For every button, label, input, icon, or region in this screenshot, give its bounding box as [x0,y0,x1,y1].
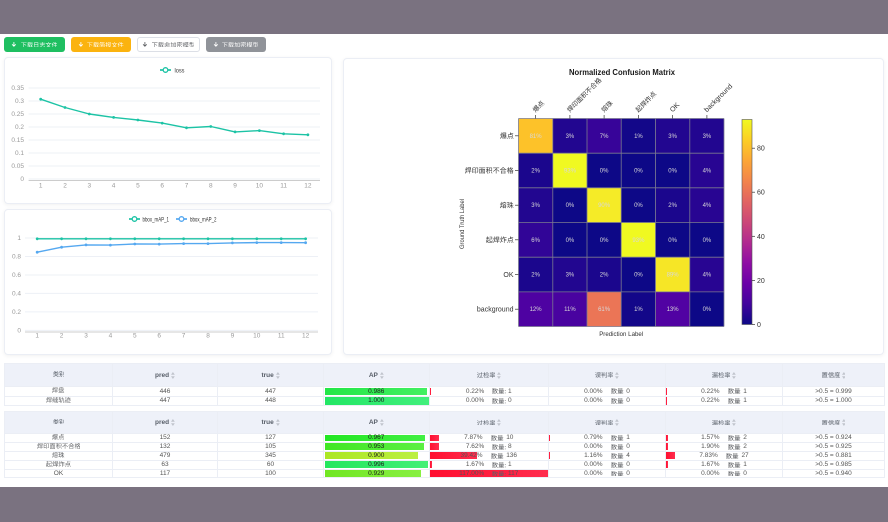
svg-text:1%: 1% [634,134,643,140]
svg-text:2%: 2% [531,273,540,279]
svg-text:8: 8 [209,183,213,190]
svg-text:1: 1 [39,183,43,190]
svg-text:1%: 1% [634,307,643,313]
svg-text:0%: 0% [566,203,575,209]
svg-text:0.6: 0.6 [12,272,21,279]
svg-text:61%: 61% [598,307,611,313]
svg-text:0.8: 0.8 [12,254,21,261]
svg-text:8: 8 [206,333,210,340]
svg-text:0%: 0% [634,169,643,175]
svg-text:1: 1 [17,235,21,242]
svg-text:0.35: 0.35 [11,85,24,92]
svg-text:2: 2 [60,333,64,340]
svg-text:2%: 2% [531,169,540,175]
svg-text:11: 11 [278,333,285,340]
svg-text:0.2: 0.2 [12,309,21,316]
svg-text:2: 2 [63,183,67,190]
svg-text:3: 3 [87,183,91,190]
svg-text:6: 6 [157,333,161,340]
svg-text:12: 12 [302,333,310,340]
svg-text:1: 1 [35,333,39,340]
svg-text:93%: 93% [564,169,577,175]
svg-text:0: 0 [20,176,24,183]
svg-text:4: 4 [109,333,113,340]
svg-text:10: 10 [256,183,264,190]
svg-text:90%: 90% [598,203,611,209]
svg-text:4: 4 [112,183,116,190]
svg-text:3%: 3% [668,134,677,140]
svg-text:OK: OK [669,102,681,114]
svg-text:0%: 0% [703,238,712,244]
svg-text:7: 7 [182,333,186,340]
svg-text:Ground Truth Label: Ground Truth Label [459,199,466,249]
svg-text:4%: 4% [703,273,712,279]
svg-text:0%: 0% [668,238,677,244]
svg-text:0%: 0% [634,203,643,209]
svg-text:0%: 0% [703,307,712,313]
svg-text:Prediction Label: Prediction Label [599,331,644,338]
svg-text:0.3: 0.3 [15,98,24,105]
svg-text:bbox_mAP_1: bbox_mAP_1 [143,217,170,224]
svg-text:3%: 3% [531,203,540,209]
svg-text:5: 5 [133,333,137,340]
svg-text:60: 60 [757,190,765,197]
svg-text:0%: 0% [634,273,643,279]
svg-text:3: 3 [84,333,88,340]
svg-text:0: 0 [17,328,21,335]
svg-text:7%: 7% [600,134,609,140]
svg-text:0: 0 [757,322,761,329]
svg-text:0.2: 0.2 [15,124,24,131]
svg-text:0.15: 0.15 [11,137,24,144]
svg-text:11: 11 [280,183,287,190]
svg-text:loss: loss [175,68,185,74]
svg-text:5: 5 [136,183,140,190]
svg-text:81%: 81% [530,134,543,140]
svg-text:7: 7 [185,183,189,190]
svg-text:0.05: 0.05 [11,163,24,170]
svg-text:0.25: 0.25 [11,111,24,118]
svg-text:40: 40 [757,234,765,241]
svg-text:11%: 11% [564,307,576,313]
svg-text:89%: 89% [667,273,680,279]
svg-text:4%: 4% [703,169,712,175]
svg-text:background: background [477,307,514,314]
svg-text:20: 20 [757,278,765,285]
svg-text:12: 12 [304,183,312,190]
svg-text:3%: 3% [566,273,575,279]
svg-text:0%: 0% [600,169,609,175]
svg-text:10: 10 [253,333,261,340]
svg-text:Normalized Confusion Matrix: Normalized Confusion Matrix [569,68,676,77]
svg-text:background: background [703,83,734,114]
svg-text:2%: 2% [600,273,609,279]
svg-text:0%: 0% [668,169,677,175]
svg-text:6%: 6% [531,238,540,244]
svg-text:OK: OK [503,272,513,279]
svg-text:93%: 93% [632,238,645,244]
svg-text:0%: 0% [600,238,609,244]
svg-text:9: 9 [231,333,235,340]
svg-text:3%: 3% [566,134,575,140]
svg-text:0%: 0% [566,238,575,244]
svg-text:0.1: 0.1 [15,150,24,157]
svg-text:12%: 12% [530,307,543,313]
svg-text:0.4: 0.4 [12,291,21,298]
svg-text:13%: 13% [667,307,680,313]
svg-text:3%: 3% [703,134,712,140]
svg-text:80: 80 [757,146,765,153]
svg-text:2%: 2% [668,203,677,209]
svg-text:4%: 4% [703,203,712,209]
svg-text:9: 9 [233,183,237,190]
svg-text:bbox_mAP_2: bbox_mAP_2 [190,217,217,224]
svg-text:6: 6 [160,183,164,190]
